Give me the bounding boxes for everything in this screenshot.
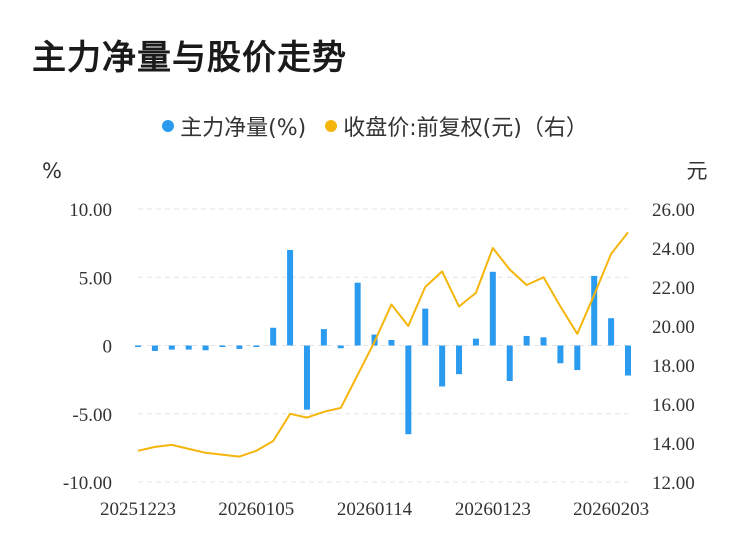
bar[interactable] [608, 318, 615, 346]
legend-dot-yellow [325, 120, 338, 132]
bar[interactable] [236, 345, 243, 349]
bar[interactable] [185, 345, 192, 350]
bar[interactable] [472, 338, 479, 346]
bar[interactable] [439, 345, 446, 387]
right-tick-label: 26.00 [652, 200, 695, 221]
chart-legend: 主力净量(%) 收盘价:前复权(元)（右） [0, 110, 750, 142]
left-axis: 10.00 5.00 0 -5.00 -10.00 [63, 200, 112, 494]
bar[interactable] [135, 345, 141, 348]
bar[interactable] [422, 308, 429, 346]
legend-dot-blue [162, 120, 175, 132]
right-tick-label: 20.00 [652, 317, 695, 338]
x-tick-label: 20260114 [337, 499, 413, 520]
legend-label: 主力净量(%) [180, 116, 307, 141]
right-axis: 26.00 24.00 22.00 20.00 18.00 16.00 14.00 12.00 [652, 200, 695, 494]
left-tick-label: 10.00 [69, 200, 112, 221]
right-tick-label: 14.00 [652, 434, 695, 455]
gridlines [138, 208, 628, 483]
bar[interactable] [303, 345, 310, 410]
right-tick-label: 18.00 [652, 356, 695, 377]
right-tick-label: 24.00 [652, 239, 695, 260]
bar[interactable] [540, 337, 547, 346]
bar[interactable] [219, 345, 226, 348]
bar[interactable] [168, 345, 175, 350]
line-series [137, 231, 629, 458]
bar[interactable] [523, 335, 530, 346]
bar[interactable] [202, 345, 209, 351]
bar[interactable] [574, 345, 581, 371]
bar[interactable] [591, 275, 598, 346]
bar[interactable] [388, 340, 395, 346]
bar[interactable] [337, 345, 344, 349]
bar-series [135, 249, 631, 435]
bar[interactable] [405, 345, 412, 435]
left-tick-label: -10.00 [63, 473, 112, 494]
bar[interactable] [287, 249, 294, 346]
legend-item-close-price[interactable]: 收盘价:前复权(元)（右） [325, 110, 588, 142]
bar[interactable] [557, 345, 564, 364]
right-tick-label: 12.00 [652, 473, 695, 494]
legend-item-main-net[interactable]: 主力净量(%) [162, 110, 306, 142]
bar[interactable] [270, 327, 277, 346]
right-tick-label: 16.00 [652, 395, 695, 416]
left-axis-unit: % [42, 159, 62, 183]
left-tick-label: 5.00 [79, 268, 112, 289]
bar[interactable] [456, 345, 463, 375]
bar[interactable] [253, 345, 260, 348]
legend-label: 收盘价:前复权(元)（右） [343, 116, 588, 141]
bar[interactable] [489, 271, 496, 346]
x-tick-label: 20260203 [573, 499, 649, 520]
x-tick-label: 20260123 [455, 499, 531, 520]
right-tick-label: 22.00 [652, 278, 695, 299]
bar[interactable] [625, 345, 631, 376]
bar[interactable] [320, 329, 327, 346]
bar[interactable] [506, 345, 513, 381]
x-tick-label: 20260105 [218, 499, 294, 520]
x-tick-label: 20251223 [100, 499, 176, 520]
x-axis: 20251223 20260105 20260114 20260123 20260203 [100, 499, 649, 520]
price-line[interactable] [137, 231, 629, 458]
bar[interactable] [151, 345, 158, 351]
left-tick-label: -5.00 [72, 405, 112, 426]
chart-title: 主力净量与股价走势 [32, 38, 347, 78]
right-axis-unit: 元 [687, 159, 708, 183]
bar[interactable] [354, 282, 361, 346]
left-tick-label: 0 [103, 337, 113, 358]
